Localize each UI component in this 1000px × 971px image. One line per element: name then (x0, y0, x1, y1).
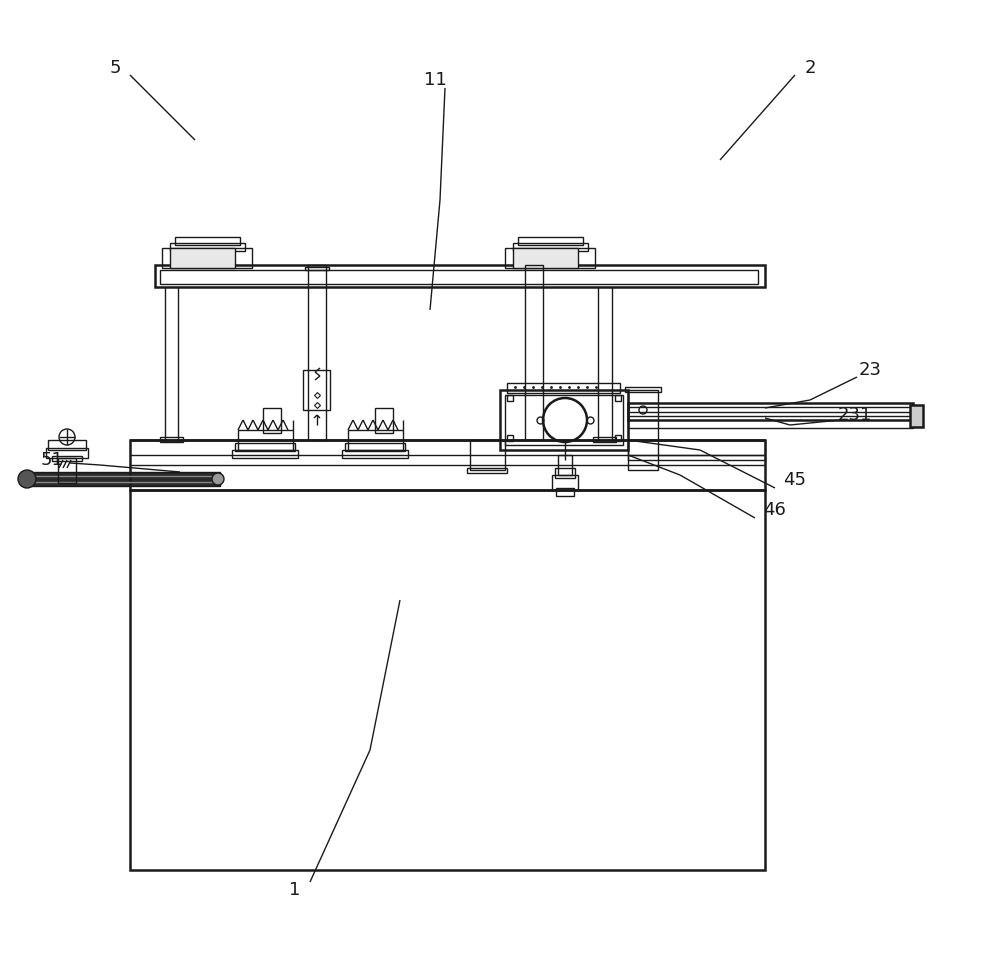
Bar (46, 448, 88, 458)
Bar (235, 443, 295, 451)
Bar (232, 450, 298, 458)
Text: 23: 23 (858, 361, 882, 379)
Bar (556, 488, 574, 496)
Text: 45: 45 (784, 471, 806, 489)
Bar (345, 443, 405, 451)
Text: 46: 46 (764, 501, 786, 519)
Bar (513, 248, 578, 268)
Bar (348, 430, 403, 450)
Bar (175, 237, 240, 245)
Bar (162, 248, 252, 268)
Bar (375, 408, 393, 433)
Circle shape (212, 473, 224, 485)
Text: 1: 1 (289, 881, 301, 899)
Bar (25, 472, 220, 486)
Bar (467, 468, 507, 473)
Bar (170, 248, 235, 268)
Bar (238, 430, 293, 450)
Bar (555, 468, 575, 478)
Circle shape (18, 470, 36, 488)
Bar (130, 490, 765, 870)
Bar (160, 437, 183, 442)
Bar (308, 265, 326, 440)
Bar (505, 395, 623, 445)
Bar (52, 456, 82, 461)
Bar (525, 265, 543, 440)
Bar (625, 387, 661, 392)
Bar (305, 267, 329, 270)
Text: 11: 11 (424, 71, 446, 89)
Bar (628, 440, 765, 460)
Bar (505, 248, 595, 268)
Text: 231: 231 (838, 406, 872, 424)
Bar (303, 370, 330, 410)
Text: 5: 5 (109, 59, 121, 77)
Bar (155, 265, 765, 287)
Bar (500, 390, 628, 450)
Text: 51: 51 (41, 451, 63, 469)
Bar (342, 450, 408, 458)
Bar (130, 440, 765, 490)
Bar (558, 455, 572, 475)
Bar (552, 475, 578, 490)
Bar (507, 383, 620, 393)
Bar (628, 390, 658, 470)
Bar (470, 440, 505, 470)
Bar (593, 437, 616, 442)
Text: 2: 2 (804, 59, 816, 77)
Bar (160, 270, 758, 284)
Bar (48, 440, 86, 450)
Bar (170, 243, 245, 251)
Bar (628, 416, 913, 428)
Bar (628, 403, 913, 420)
Bar (518, 237, 583, 245)
Bar (58, 458, 76, 483)
Bar (263, 408, 281, 433)
Bar (910, 405, 923, 427)
Bar (25, 472, 220, 486)
Bar (513, 243, 588, 251)
